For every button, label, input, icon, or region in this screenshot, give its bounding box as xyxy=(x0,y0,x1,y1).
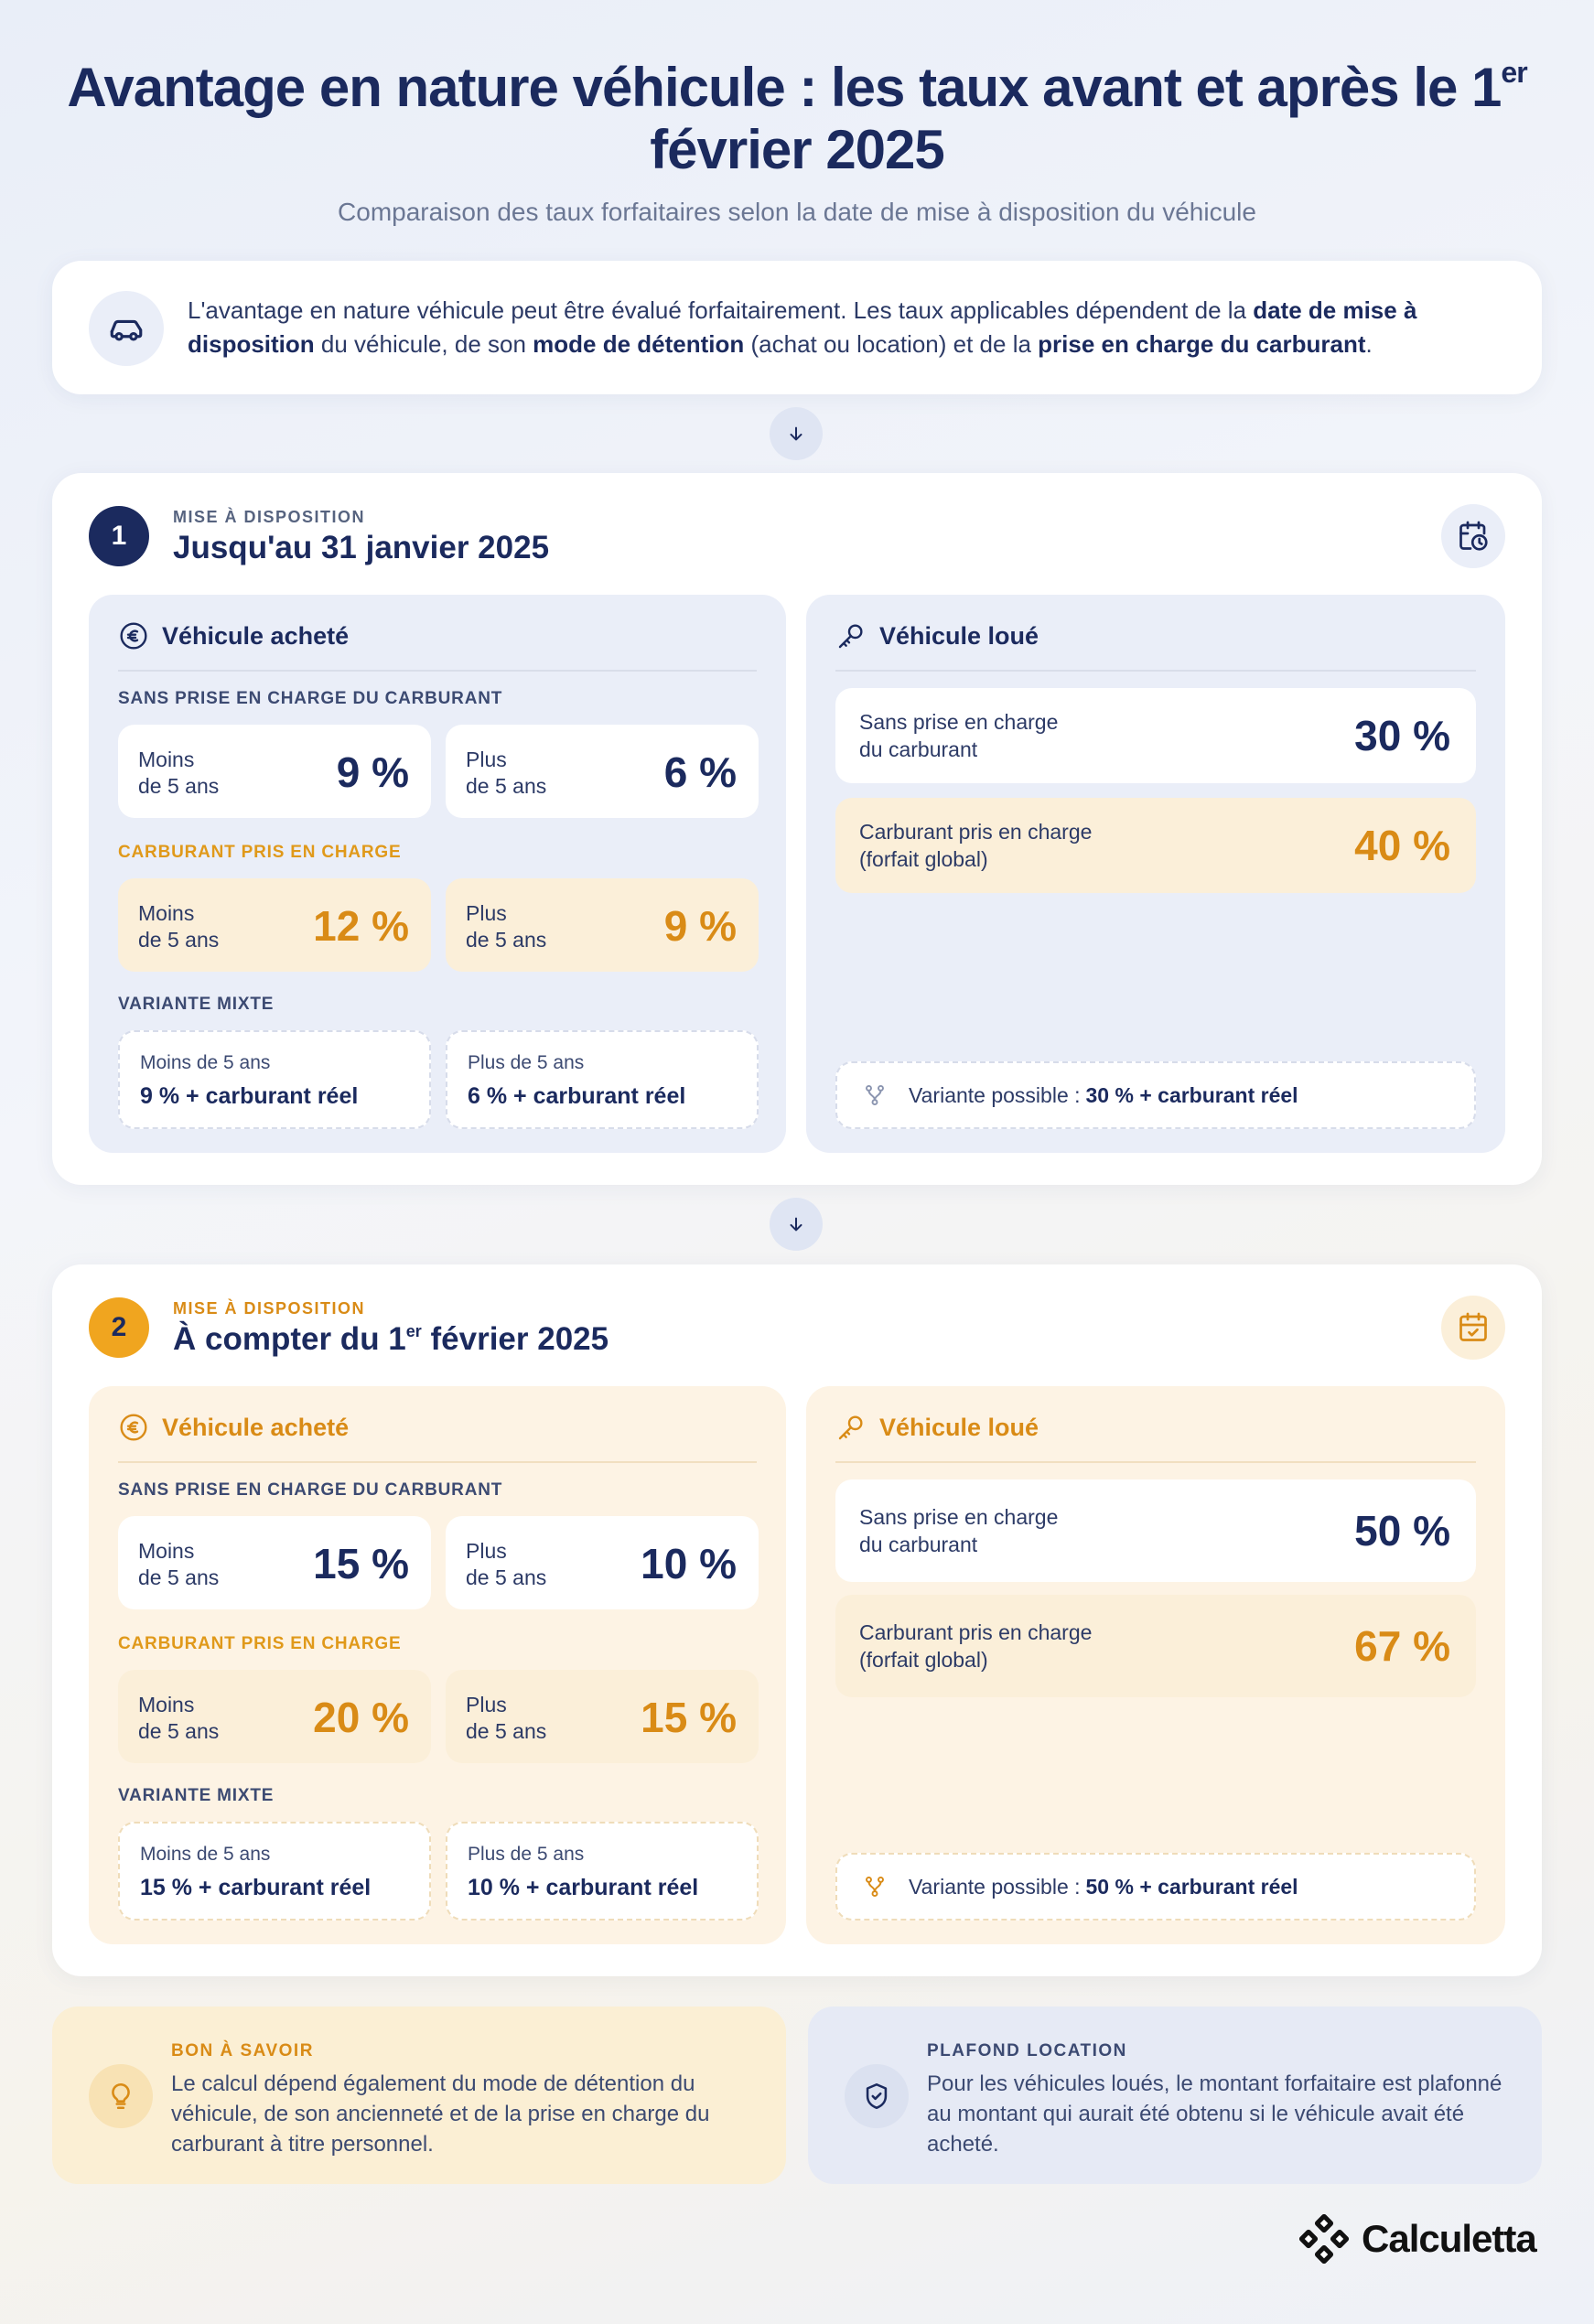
rented-panel: Véhicule loué Sans prise en charge du car… xyxy=(806,1386,1505,1944)
section-title: Jusqu'au 31 janvier 2025 xyxy=(173,530,550,565)
branch-icon xyxy=(863,1873,890,1900)
variant-box: Variante possible :30 % + carburant réel xyxy=(835,1061,1476,1129)
good-to-know-box: BON À SAVOIR Le calcul dépend également … xyxy=(52,2007,786,2184)
mixed-tile: Moins de 5 ans 9 % + carburant réel xyxy=(118,1030,431,1129)
rented-panel-header: Véhicule loué xyxy=(835,620,1476,672)
section-title: À compter du 1er février 2025 xyxy=(173,1321,609,1357)
group-label-fuel: CARBURANT PRIS EN CHARGE xyxy=(118,843,402,862)
rate-tile: Plus de 5 ans 15 % xyxy=(446,1670,759,1763)
key-icon xyxy=(835,1412,867,1443)
rental-cap-label: PLAFOND LOCATION xyxy=(927,2041,1127,2060)
mixed-tile: Plus de 5 ans 6 % + carburant réel xyxy=(446,1030,759,1129)
bought-panel-header: Véhicule acheté xyxy=(118,1412,757,1463)
rented-rate-tile: Sans prise en charge du carburant 30 % xyxy=(835,688,1476,783)
rented-panel-header: Véhicule loué xyxy=(835,1412,1476,1463)
lightbulb-icon xyxy=(89,2064,153,2128)
euro-icon xyxy=(118,1412,149,1443)
calendar-clock-icon xyxy=(1441,504,1505,568)
rented-panel: Véhicule loué Sans prise en charge du car… xyxy=(806,595,1505,1153)
good-to-know-label: BON À SAVOIR xyxy=(171,2041,314,2060)
key-icon xyxy=(835,620,867,651)
calculetta-logo-icon xyxy=(1299,2214,1349,2264)
brand-name: Calculetta xyxy=(1362,2217,1537,2260)
arrow-down-icon xyxy=(770,1198,823,1251)
car-icon xyxy=(89,291,164,366)
group-label-mixed: VARIANTE MIXTE xyxy=(118,995,275,1014)
branch-icon xyxy=(863,1081,890,1109)
brand-logo: Calculetta xyxy=(1299,2214,1537,2264)
group-label-mixed: VARIANTE MIXTE xyxy=(118,1786,275,1805)
rate-tile: Plus de 5 ans 9 % xyxy=(446,878,759,972)
rate-tile: Moins de 5 ans 12 % xyxy=(118,878,431,972)
intro-text: L'avantage en nature véhicule peut être … xyxy=(188,296,1417,358)
section-label: MISE À DISPOSITION xyxy=(173,508,366,526)
calendar-check-icon xyxy=(1441,1296,1505,1360)
shield-check-icon xyxy=(845,2064,909,2128)
rate-tile: Moins de 5 ans 20 % xyxy=(118,1670,431,1763)
section-number: 2 xyxy=(89,1297,149,1358)
rate-tile: Moins de 5 ans 9 % xyxy=(118,725,431,818)
mixed-tile: Plus de 5 ans 10 % + carburant réel xyxy=(446,1822,759,1921)
group-label-fuel: CARBURANT PRIS EN CHARGE xyxy=(118,1634,402,1653)
good-to-know-text: Le calcul dépend également du mode de dé… xyxy=(171,2071,710,2157)
intro-card: L'avantage en nature véhicule peut être … xyxy=(52,261,1542,394)
group-label-no-fuel: SANS PRISE EN CHARGE DU CARBURANT xyxy=(118,1480,503,1500)
group-label-no-fuel: SANS PRISE EN CHARGE DU CARBURANT xyxy=(118,689,503,708)
rate-tile: Moins de 5 ans 15 % xyxy=(118,1516,431,1609)
variant-box: Variante possible :50 % + carburant réel xyxy=(835,1853,1476,1921)
euro-icon xyxy=(118,620,149,651)
arrow-down-icon xyxy=(770,407,823,460)
rented-rate-tile: Sans prise en charge du carburant 50 % xyxy=(835,1479,1476,1582)
rate-tile: Plus de 5 ans 10 % xyxy=(446,1516,759,1609)
page-subtitle: Comparaison des taux forfaitaires selon … xyxy=(338,198,1256,226)
page-title: Avantage en nature véhicule : les taux a… xyxy=(67,56,1527,180)
mixed-tile: Moins de 5 ans 15 % + carburant réel xyxy=(118,1822,431,1921)
section-number: 1 xyxy=(89,506,149,566)
rental-cap-text: Pour les véhicules loués, le montant for… xyxy=(927,2071,1502,2157)
rate-tile: Plus de 5 ans 6 % xyxy=(446,725,759,818)
rented-rate-tile: Carburant pris en charge (forfait global)… xyxy=(835,798,1476,893)
section-before: 1 MISE À DISPOSITION Jusqu'au 31 janvier… xyxy=(52,473,1542,1185)
title-superscript: er xyxy=(1501,56,1527,89)
section-after: 2 MISE À DISPOSITION À compter du 1er fé… xyxy=(52,1264,1542,1976)
bought-panel-header: Véhicule acheté xyxy=(118,620,757,672)
rented-rate-tile: Carburant pris en charge (forfait global)… xyxy=(835,1595,1476,1697)
section-label: MISE À DISPOSITION xyxy=(173,1299,366,1318)
rental-cap-box: PLAFOND LOCATION Pour les véhicules loué… xyxy=(808,2007,1542,2184)
